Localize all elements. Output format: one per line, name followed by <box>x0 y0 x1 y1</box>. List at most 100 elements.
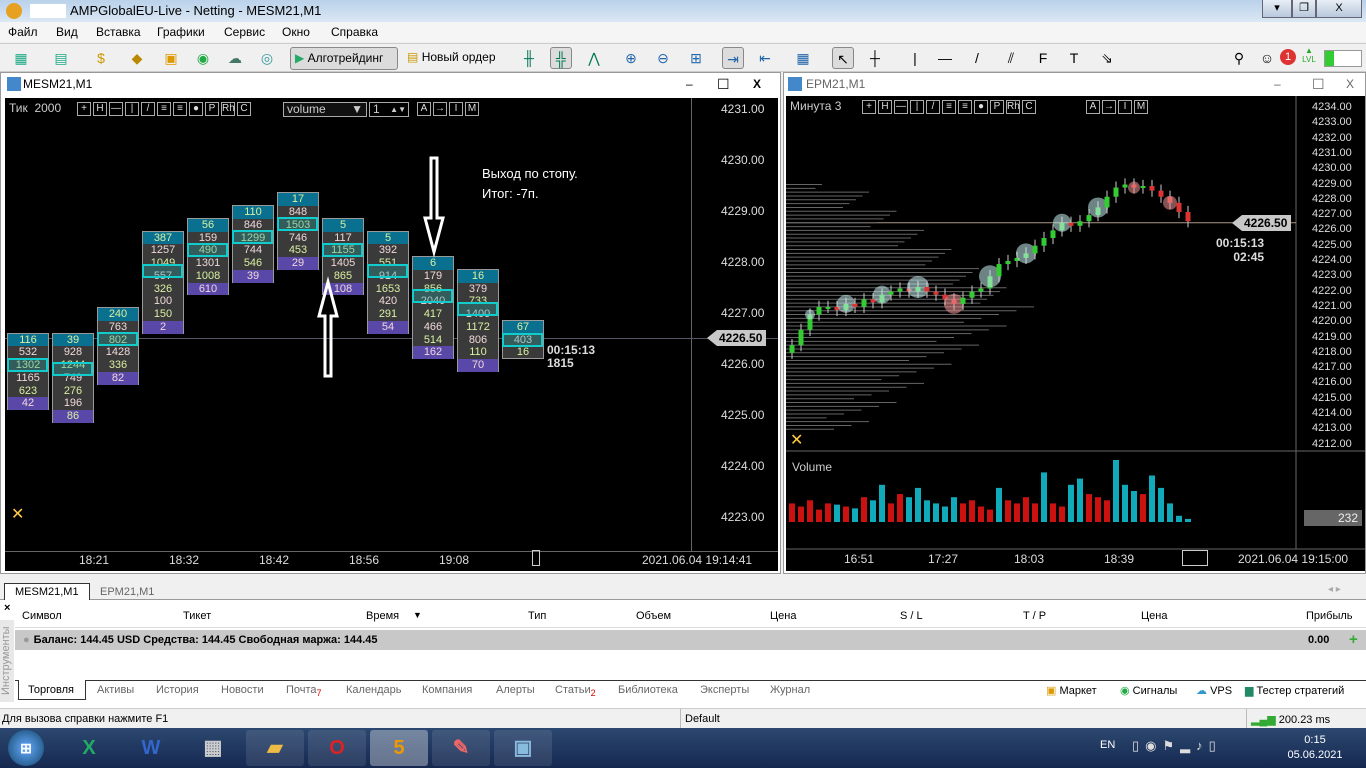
bar-chart-icon[interactable]: ╫ <box>524 50 534 66</box>
cluster[interactable]: 387 1257 1049 557 326 100 150 2 <box>142 230 184 334</box>
cluster[interactable]: 240 763 802 1428 336 82 <box>97 307 139 385</box>
tool-button[interactable]: H <box>878 100 892 114</box>
tool-button[interactable]: — <box>894 100 908 114</box>
tray-icons[interactable]: ▯◉⚑▂♪▯ <box>1132 738 1222 753</box>
tool-button[interactable]: / <box>141 102 155 116</box>
market-link[interactable]: ▣ Маркет <box>1046 684 1097 697</box>
account-icon[interactable]: ☺ <box>1259 50 1275 66</box>
tool-button[interactable]: ≡ <box>157 102 171 116</box>
tool-button[interactable]: Rh <box>1006 100 1020 114</box>
tab-experts[interactable]: Эксперты <box>700 684 750 696</box>
tool-button[interactable]: ● <box>189 102 203 116</box>
market-bag-icon[interactable]: ▣ <box>164 50 178 66</box>
tab-history[interactable]: История <box>156 684 199 696</box>
tool-button[interactable]: Rh <box>221 102 235 116</box>
col-ticket[interactable]: Тикет <box>183 610 212 622</box>
chart-tab-mesm21[interactable]: MESM21,M1 <box>4 583 90 600</box>
minimize-chart-button[interactable]: – <box>1274 77 1281 91</box>
lvl-icon[interactable]: ▲ LVL <box>1302 46 1316 64</box>
paint-icon[interactable]: ✎ <box>432 730 490 766</box>
tool-button[interactable]: ≡ <box>173 102 187 116</box>
close-toolbox-icon[interactable]: × <box>4 602 11 614</box>
tab-assets[interactable]: Активы <box>97 684 135 696</box>
tool-button[interactable]: P <box>205 102 219 116</box>
tool-button[interactable]: C <box>1022 100 1036 114</box>
photo-viewer-icon[interactable]: ▣ <box>494 730 552 766</box>
candlestick-icon[interactable]: ╬ <box>550 47 572 69</box>
tool-button[interactable]: A <box>417 102 431 116</box>
maximize-chart-button[interactable]: ☐ <box>717 76 730 92</box>
tool-button[interactable]: H <box>93 102 107 116</box>
maximize-chart-button[interactable]: ☐ <box>1312 76 1325 92</box>
tool-button[interactable]: P <box>990 100 1004 114</box>
restore-button[interactable]: ❐ <box>1292 0 1316 18</box>
col-profit[interactable]: Прибыль <box>1306 610 1353 622</box>
volume-dropdown[interactable]: volume ▼ <box>283 102 367 117</box>
search-icon[interactable]: ⚲ <box>1233 50 1245 66</box>
cluster[interactable]: 116 532 1302 1165 623 42 <box>7 332 49 410</box>
cursor-icon[interactable]: ↖ <box>832 47 854 69</box>
tool-button[interactable]: + <box>862 100 876 114</box>
word-icon[interactable]: W <box>141 737 161 759</box>
close-button[interactable]: X <box>1316 0 1362 18</box>
tool-button[interactable]: → <box>1102 100 1116 114</box>
strategy-tester-link[interactable]: ▆ Тестер стратегий <box>1245 684 1344 697</box>
tab-alerts[interactable]: Алерты <box>496 684 535 696</box>
explorer-icon[interactable]: ▰ <box>246 730 304 766</box>
tool-button[interactable]: C <box>237 102 251 116</box>
tool-button[interactable]: | <box>910 100 924 114</box>
time-scroll-handle[interactable] <box>532 550 540 566</box>
signals-link[interactable]: ◉ Сигналы <box>1120 684 1177 697</box>
chart-tab-epm21[interactable]: EPM21,M1 <box>100 586 155 598</box>
tool-button[interactable]: — <box>109 102 123 116</box>
cluster[interactable]: 5 392 551 914 1653 420 291 54 <box>367 230 409 334</box>
tab-articles[interactable]: Статьи2 <box>555 684 596 698</box>
menu-insert[interactable]: Вставка <box>96 25 141 39</box>
tool-button[interactable]: ● <box>974 100 988 114</box>
vps-link[interactable]: ☁ VPS <box>1196 684 1232 697</box>
tool-button[interactable]: M <box>465 102 479 116</box>
menu-window[interactable]: Окно <box>282 25 310 39</box>
tile-windows-icon[interactable]: ⊞ <box>690 50 702 66</box>
tab-news[interactable]: Новости <box>221 684 264 696</box>
templates-icon[interactable]: ▦ <box>796 50 810 66</box>
col-type[interactable]: Тип <box>528 610 547 622</box>
equidistant-channel-icon[interactable]: ⫽ <box>1007 50 1015 66</box>
scroll-arrows-icon[interactable]: ◂ ▸ <box>1328 584 1341 595</box>
balance-row[interactable]: ● Баланс: 144.45 USD Средства: 144.45 Сво… <box>15 630 1366 650</box>
cluster[interactable]: 6 179 856 2040 417 466 514 162 <box>412 256 454 359</box>
tab-journal[interactable]: Журнал <box>770 684 811 696</box>
autoscroll-icon[interactable]: ⇥ <box>722 47 744 69</box>
vertical-line-icon[interactable]: | <box>913 50 917 66</box>
new-chart-icon[interactable]: ▦ <box>14 50 28 66</box>
tool-button[interactable]: ≡ <box>942 100 956 114</box>
tool-button[interactable]: I <box>449 102 463 116</box>
col-sl[interactable]: S / L <box>900 610 923 622</box>
tool-button[interactable]: A <box>1086 100 1100 114</box>
col-time[interactable]: Время <box>366 610 400 622</box>
cluster[interactable]: 67 403 16 <box>502 319 544 359</box>
fibonacci-icon[interactable]: F <box>1038 50 1048 66</box>
col-symbol[interactable]: Символ <box>22 610 62 622</box>
cluster[interactable]: 110 846 1299 744 546 39 <box>232 205 274 283</box>
zoom-in-icon[interactable]: ⊕ <box>625 50 637 66</box>
col-volume[interactable]: Объем <box>636 610 672 622</box>
chart-shift-icon[interactable]: ⇤ <box>759 50 771 66</box>
tool-button[interactable]: → <box>433 102 447 116</box>
menu-tools[interactable]: Сервис <box>224 25 266 39</box>
tool-button[interactable]: ≡ <box>958 100 972 114</box>
tool-button[interactable]: M <box>1134 100 1148 114</box>
close-chart-button[interactable]: X <box>753 77 762 91</box>
col-tp[interactable]: T / P <box>1023 610 1047 622</box>
text-icon[interactable]: T <box>1069 50 1079 66</box>
calculator-icon[interactable]: ▦ <box>203 737 223 759</box>
tab-calendar[interactable]: Календарь <box>346 684 402 696</box>
cluster[interactable]: 17 848 1503 746 453 29 <box>277 192 319 270</box>
cluster[interactable]: 39 928 1244 749 276 196 86 <box>52 332 94 423</box>
signals-icon[interactable]: ◉ <box>196 50 210 66</box>
tool-button[interactable]: / <box>926 100 940 114</box>
tool-button[interactable]: + <box>77 102 91 116</box>
minimize-chart-button[interactable]: – <box>686 77 693 91</box>
tools-icon[interactable]: ✕ <box>790 432 804 449</box>
excel-icon[interactable]: X <box>82 737 96 759</box>
